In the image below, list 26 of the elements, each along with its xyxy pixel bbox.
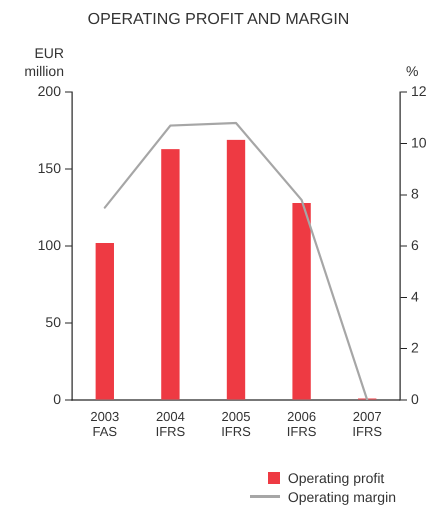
y-tick-label: 100 <box>38 236 62 253</box>
y2-axis-title: % <box>406 62 418 80</box>
bar <box>292 203 311 400</box>
y2-tick-label: 6 <box>411 236 419 253</box>
legend-label: Operating profit <box>288 470 384 486</box>
x-tick-label: 2006 IFRS <box>286 409 317 440</box>
y-tick-label: 0 <box>53 390 62 407</box>
y-tick-label: 150 <box>38 160 62 176</box>
legend-label: Operating margin <box>288 488 396 504</box>
bar <box>226 140 246 400</box>
y2-tick-label: 4 <box>411 288 419 304</box>
y-axis-title: EUR million <box>24 44 64 80</box>
y-tick-label: 50 <box>45 314 62 330</box>
x-tick-label: 2003 FAS <box>90 409 120 440</box>
x-tick-label: 2007 IFRS <box>352 409 382 440</box>
y-tick-label: 200 <box>38 83 62 100</box>
bar <box>96 243 114 400</box>
y2-tick-label: 2 <box>411 340 419 356</box>
y2-tick-label: 12 <box>411 83 427 100</box>
y2-tick-label: 10 <box>411 134 427 150</box>
y2-tick-label: 0 <box>411 390 419 407</box>
chart-title: OPERATING PROFIT AND MARGIN <box>88 11 350 28</box>
y2-tick-label: 8 <box>411 186 419 202</box>
x-tick-label: 2004 IFRS <box>156 409 186 440</box>
bar <box>161 149 180 400</box>
x-tick-label: 2005 IFRS <box>221 409 252 440</box>
